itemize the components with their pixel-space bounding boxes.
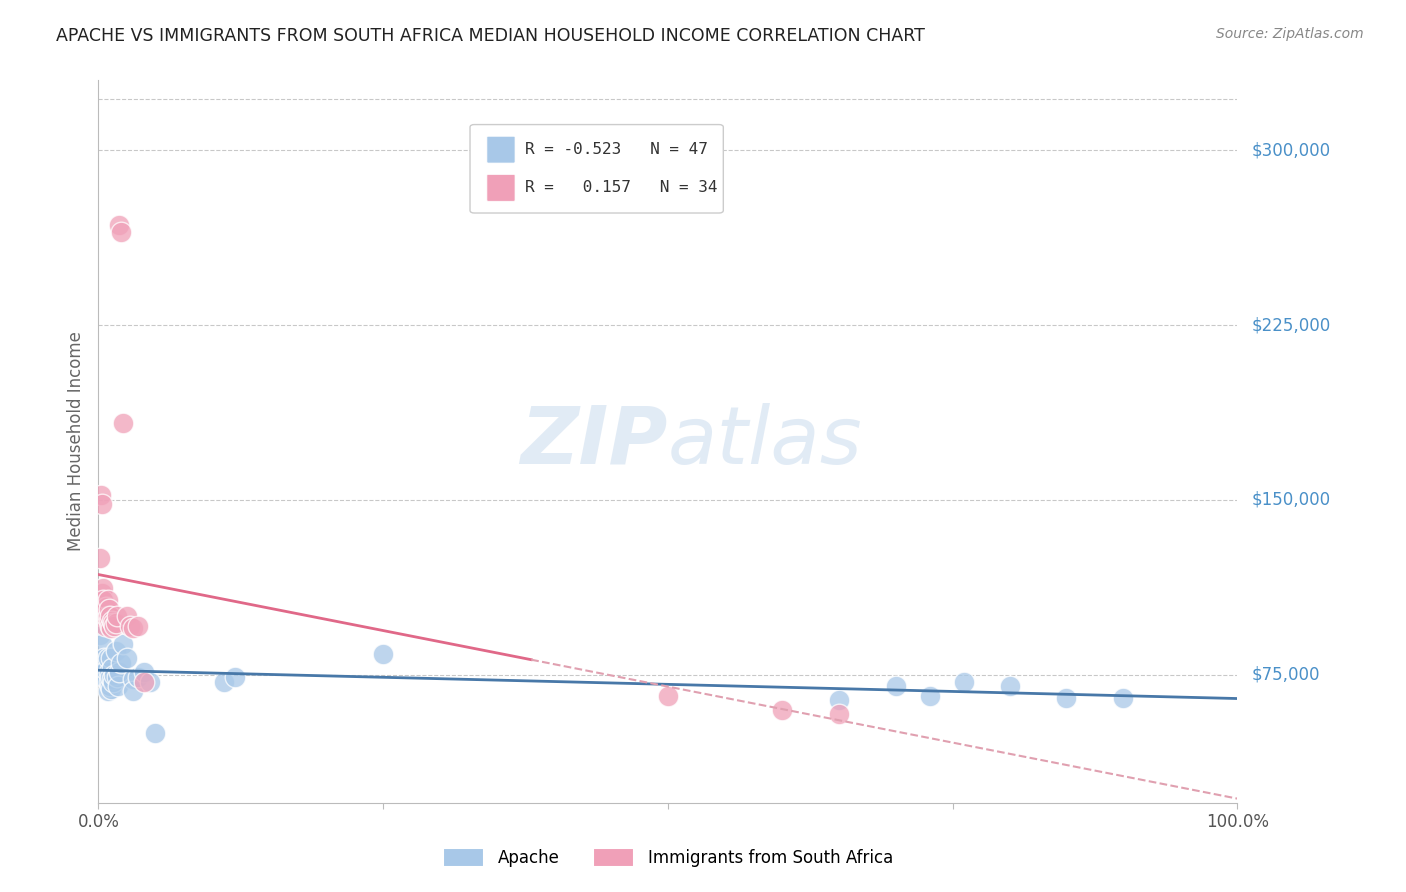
Point: [96, 593, 118, 607]
Point: [96, 684, 118, 698]
Point: [953, 674, 976, 689]
Text: $150,000: $150,000: [1251, 491, 1330, 508]
Point: [108, 665, 131, 680]
Point: [110, 225, 132, 239]
Point: [121, 673, 143, 687]
Point: [115, 609, 138, 624]
Text: R =   0.157   N = 34: R = 0.157 N = 34: [524, 180, 717, 195]
Point: [828, 693, 851, 707]
Point: [97, 602, 120, 616]
Point: [90, 609, 112, 624]
Point: [94, 665, 117, 680]
Point: [105, 609, 128, 624]
Point: [132, 674, 155, 689]
Point: [224, 670, 246, 684]
Point: [101, 660, 124, 674]
Point: [121, 684, 143, 698]
Point: [97, 614, 120, 628]
Legend: Apache, Immigrants from South Africa: Apache, Immigrants from South Africa: [436, 841, 900, 874]
Point: [770, 702, 793, 716]
Text: ZIP: ZIP: [520, 402, 668, 481]
Text: $300,000: $300,000: [1251, 141, 1330, 159]
Point: [138, 674, 160, 689]
Point: [100, 681, 122, 696]
Point: [91, 593, 114, 607]
Point: [103, 667, 125, 681]
Point: [103, 618, 125, 632]
Point: [1054, 690, 1078, 705]
Point: [96, 609, 118, 624]
Point: [96, 673, 118, 687]
Point: [828, 707, 851, 722]
Point: [98, 679, 121, 693]
Point: [103, 616, 125, 631]
Point: [115, 651, 138, 665]
Text: $75,000: $75,000: [1251, 665, 1320, 683]
Point: [132, 665, 155, 680]
Point: [90, 498, 112, 512]
Point: [127, 618, 149, 632]
Point: [918, 689, 941, 703]
Point: [212, 674, 235, 689]
Point: [101, 614, 124, 628]
Point: [98, 670, 121, 684]
Point: [120, 618, 142, 632]
Point: [96, 651, 118, 665]
Y-axis label: Median Household Income: Median Household Income: [66, 332, 84, 551]
Point: [90, 637, 112, 651]
Point: [94, 618, 117, 632]
Point: [98, 618, 121, 632]
Point: [104, 616, 127, 631]
Point: [998, 679, 1021, 693]
Point: [112, 416, 135, 430]
Text: R = -0.523   N = 47: R = -0.523 N = 47: [524, 142, 707, 157]
Point: [97, 674, 120, 689]
Point: [91, 667, 114, 681]
Point: [94, 602, 117, 616]
Point: [121, 621, 143, 635]
Text: $225,000: $225,000: [1251, 316, 1330, 334]
Point: [884, 679, 907, 693]
Point: [93, 651, 115, 665]
Point: [127, 670, 149, 684]
Point: [90, 488, 112, 502]
Point: [91, 582, 114, 596]
Text: APACHE VS IMMIGRANTS FROM SOUTH AFRICA MEDIAN HOUSEHOLD INCOME CORRELATION CHART: APACHE VS IMMIGRANTS FROM SOUTH AFRICA M…: [56, 27, 925, 45]
Point: [94, 670, 117, 684]
Point: [103, 674, 125, 689]
Text: Source: ZipAtlas.com: Source: ZipAtlas.com: [1216, 27, 1364, 41]
Point: [89, 628, 111, 642]
Text: atlas: atlas: [668, 402, 863, 481]
Point: [89, 551, 111, 566]
Point: [105, 670, 128, 684]
Point: [97, 665, 120, 680]
Point: [101, 673, 124, 687]
Point: [90, 586, 112, 600]
Point: [100, 651, 122, 665]
Point: [96, 656, 118, 670]
Point: [104, 644, 127, 658]
Point: [96, 609, 118, 624]
Point: [91, 656, 114, 670]
Point: [110, 656, 132, 670]
Point: [107, 679, 129, 693]
Point: [657, 689, 679, 703]
Point: [93, 609, 115, 624]
Point: [108, 218, 131, 232]
Point: [96, 600, 118, 615]
Point: [96, 663, 118, 677]
Point: [112, 637, 135, 651]
Point: [98, 609, 121, 624]
Point: [371, 647, 394, 661]
Point: [100, 621, 122, 635]
Point: [145, 726, 167, 740]
Point: [1112, 690, 1135, 705]
Point: [93, 660, 115, 674]
